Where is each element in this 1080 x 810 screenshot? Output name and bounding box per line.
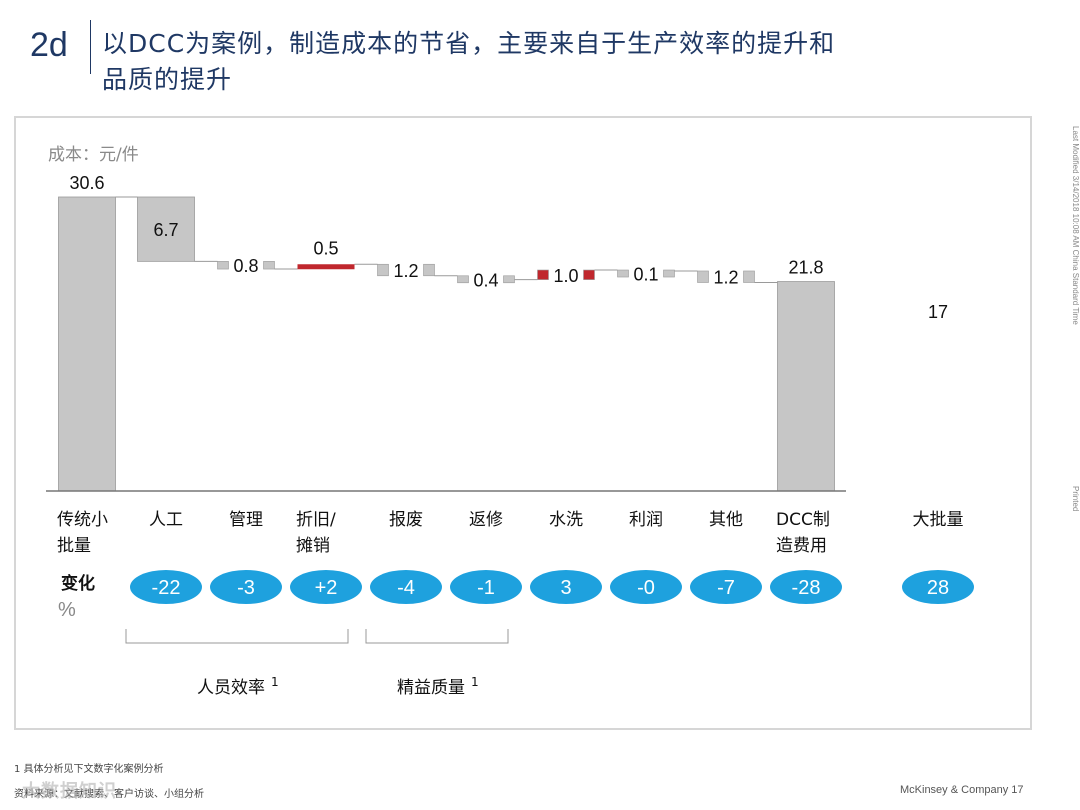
value-label: 0.5 bbox=[313, 238, 338, 258]
bar-decrease-right bbox=[743, 270, 755, 283]
category-label: 返修 bbox=[469, 510, 503, 530]
change-pill bbox=[690, 570, 762, 604]
value-label: 6.7 bbox=[153, 220, 178, 240]
watermark: 大数据知识 bbox=[22, 781, 117, 802]
change-pill-value: -0 bbox=[637, 577, 655, 599]
change-pill-value: +2 bbox=[315, 577, 338, 599]
change-pill bbox=[902, 570, 974, 604]
value-label: 17 bbox=[928, 302, 948, 322]
bar-increase bbox=[297, 264, 355, 270]
source-note: 资料来源：文献搜索、客户访谈、小组分析 bbox=[14, 789, 204, 800]
title-divider bbox=[90, 20, 91, 74]
change-pill-value: -4 bbox=[397, 577, 415, 599]
value-label: 1.2 bbox=[393, 261, 418, 281]
value-label: 1.2 bbox=[713, 268, 738, 288]
company-page-footer: McKinsey & Company 17 bbox=[900, 784, 1024, 796]
value-label: 21.8 bbox=[788, 258, 823, 278]
category-label: 折旧/ bbox=[296, 510, 336, 530]
last-modified-note: Last Modified 3/14/2018 10:08 AM China S… bbox=[1071, 126, 1080, 325]
page-title-line-2: 品质的提升 bbox=[102, 65, 233, 94]
bar-decrease-right bbox=[663, 269, 675, 278]
bar-decrease bbox=[137, 196, 195, 262]
category-label: 水洗 bbox=[549, 510, 583, 530]
change-pill bbox=[370, 570, 442, 604]
chart-frame bbox=[14, 116, 1032, 730]
category-label: 报废 bbox=[389, 510, 423, 530]
category-label: 传统小 bbox=[57, 510, 108, 530]
category-label: 人工 bbox=[149, 510, 183, 530]
group-note-marker: 1 bbox=[471, 675, 479, 689]
change-pill-value: -22 bbox=[152, 577, 181, 599]
group-note-marker: 1 bbox=[271, 675, 279, 689]
bar-decrease-right bbox=[503, 275, 515, 284]
bar-increase-right bbox=[583, 269, 595, 280]
page-title: 以DCC为案例，制造成本的节省，主要来自于生产效率的提升和 品质的提升 bbox=[102, 26, 1002, 98]
change-row-unit: % bbox=[58, 599, 76, 621]
printed-note: Printed bbox=[1071, 486, 1080, 512]
value-label: 1.0 bbox=[553, 266, 578, 286]
change-pills-layer: -22 -3 +2 -4 -1 3 -0 -7 -28 28 bbox=[130, 570, 974, 604]
bars-layer bbox=[58, 196, 835, 492]
change-pill bbox=[290, 570, 362, 604]
category-label: 摊销 bbox=[296, 536, 330, 556]
change-pill-value: -7 bbox=[717, 577, 735, 599]
category-label: 造费用 bbox=[776, 536, 827, 556]
bar-decrease-right bbox=[263, 261, 275, 270]
change-pill-value: 3 bbox=[560, 577, 571, 599]
bar-decrease-left bbox=[377, 263, 389, 277]
change-pill-value: -3 bbox=[237, 577, 255, 599]
change-pill bbox=[610, 570, 682, 604]
category-label: DCC制 bbox=[776, 510, 830, 530]
change-pill bbox=[130, 570, 202, 604]
category-label: 管理 bbox=[229, 510, 263, 530]
group-label: 精益质量 bbox=[397, 678, 465, 698]
bar-decrease-left bbox=[457, 275, 469, 284]
category-label: 批量 bbox=[57, 536, 91, 556]
bar-decrease-right bbox=[423, 263, 435, 277]
bar-total bbox=[777, 281, 835, 492]
group-bracket bbox=[365, 629, 509, 644]
bar-decrease-left bbox=[617, 269, 629, 278]
waterfall-chart: 成本：元/件 30.6 6.7 0.8 0.5 1.2 0.4 1.0 0.1 1.2 21.8 1… bbox=[46, 145, 974, 698]
footnote: 1 具体分析见下文数字化案例分析 bbox=[14, 764, 164, 775]
bar-total bbox=[58, 196, 116, 492]
category-label: 利润 bbox=[629, 510, 663, 530]
bar-decrease-left bbox=[697, 270, 709, 283]
value-labels-layer: 30.6 6.7 0.8 0.5 1.2 0.4 1.0 0.1 1.2 21.8 17 bbox=[69, 173, 948, 322]
connectors-layer bbox=[115, 196, 778, 284]
change-pill bbox=[210, 570, 282, 604]
value-label: 30.6 bbox=[69, 173, 104, 193]
value-label: 0.8 bbox=[233, 256, 258, 276]
category-label: 大批量 bbox=[913, 510, 964, 530]
change-row-label: 变化 bbox=[61, 573, 95, 594]
change-pill bbox=[530, 570, 602, 604]
category-label: 其他 bbox=[709, 510, 743, 530]
bar-decrease-left bbox=[217, 261, 229, 270]
change-pill-value: 28 bbox=[927, 577, 949, 599]
change-pill bbox=[770, 570, 842, 604]
group-bracket bbox=[125, 629, 349, 644]
change-pill bbox=[450, 570, 522, 604]
page-title-line-1: 以DCC为案例，制造成本的节省，主要来自于生产效率的提升和 bbox=[102, 29, 836, 58]
value-label: 0.1 bbox=[633, 265, 658, 285]
change-pill-value: -28 bbox=[792, 577, 821, 599]
group-brackets-layer: 人员效率 1 精益质量 1 bbox=[125, 629, 509, 698]
value-label: 0.4 bbox=[473, 270, 498, 290]
slide-tag: 2d bbox=[30, 26, 68, 64]
unit-label: 成本：元/件 bbox=[48, 145, 139, 165]
change-pill-value: -1 bbox=[477, 577, 495, 599]
bar-increase-left bbox=[537, 269, 549, 280]
group-label: 人员效率 bbox=[197, 678, 265, 698]
